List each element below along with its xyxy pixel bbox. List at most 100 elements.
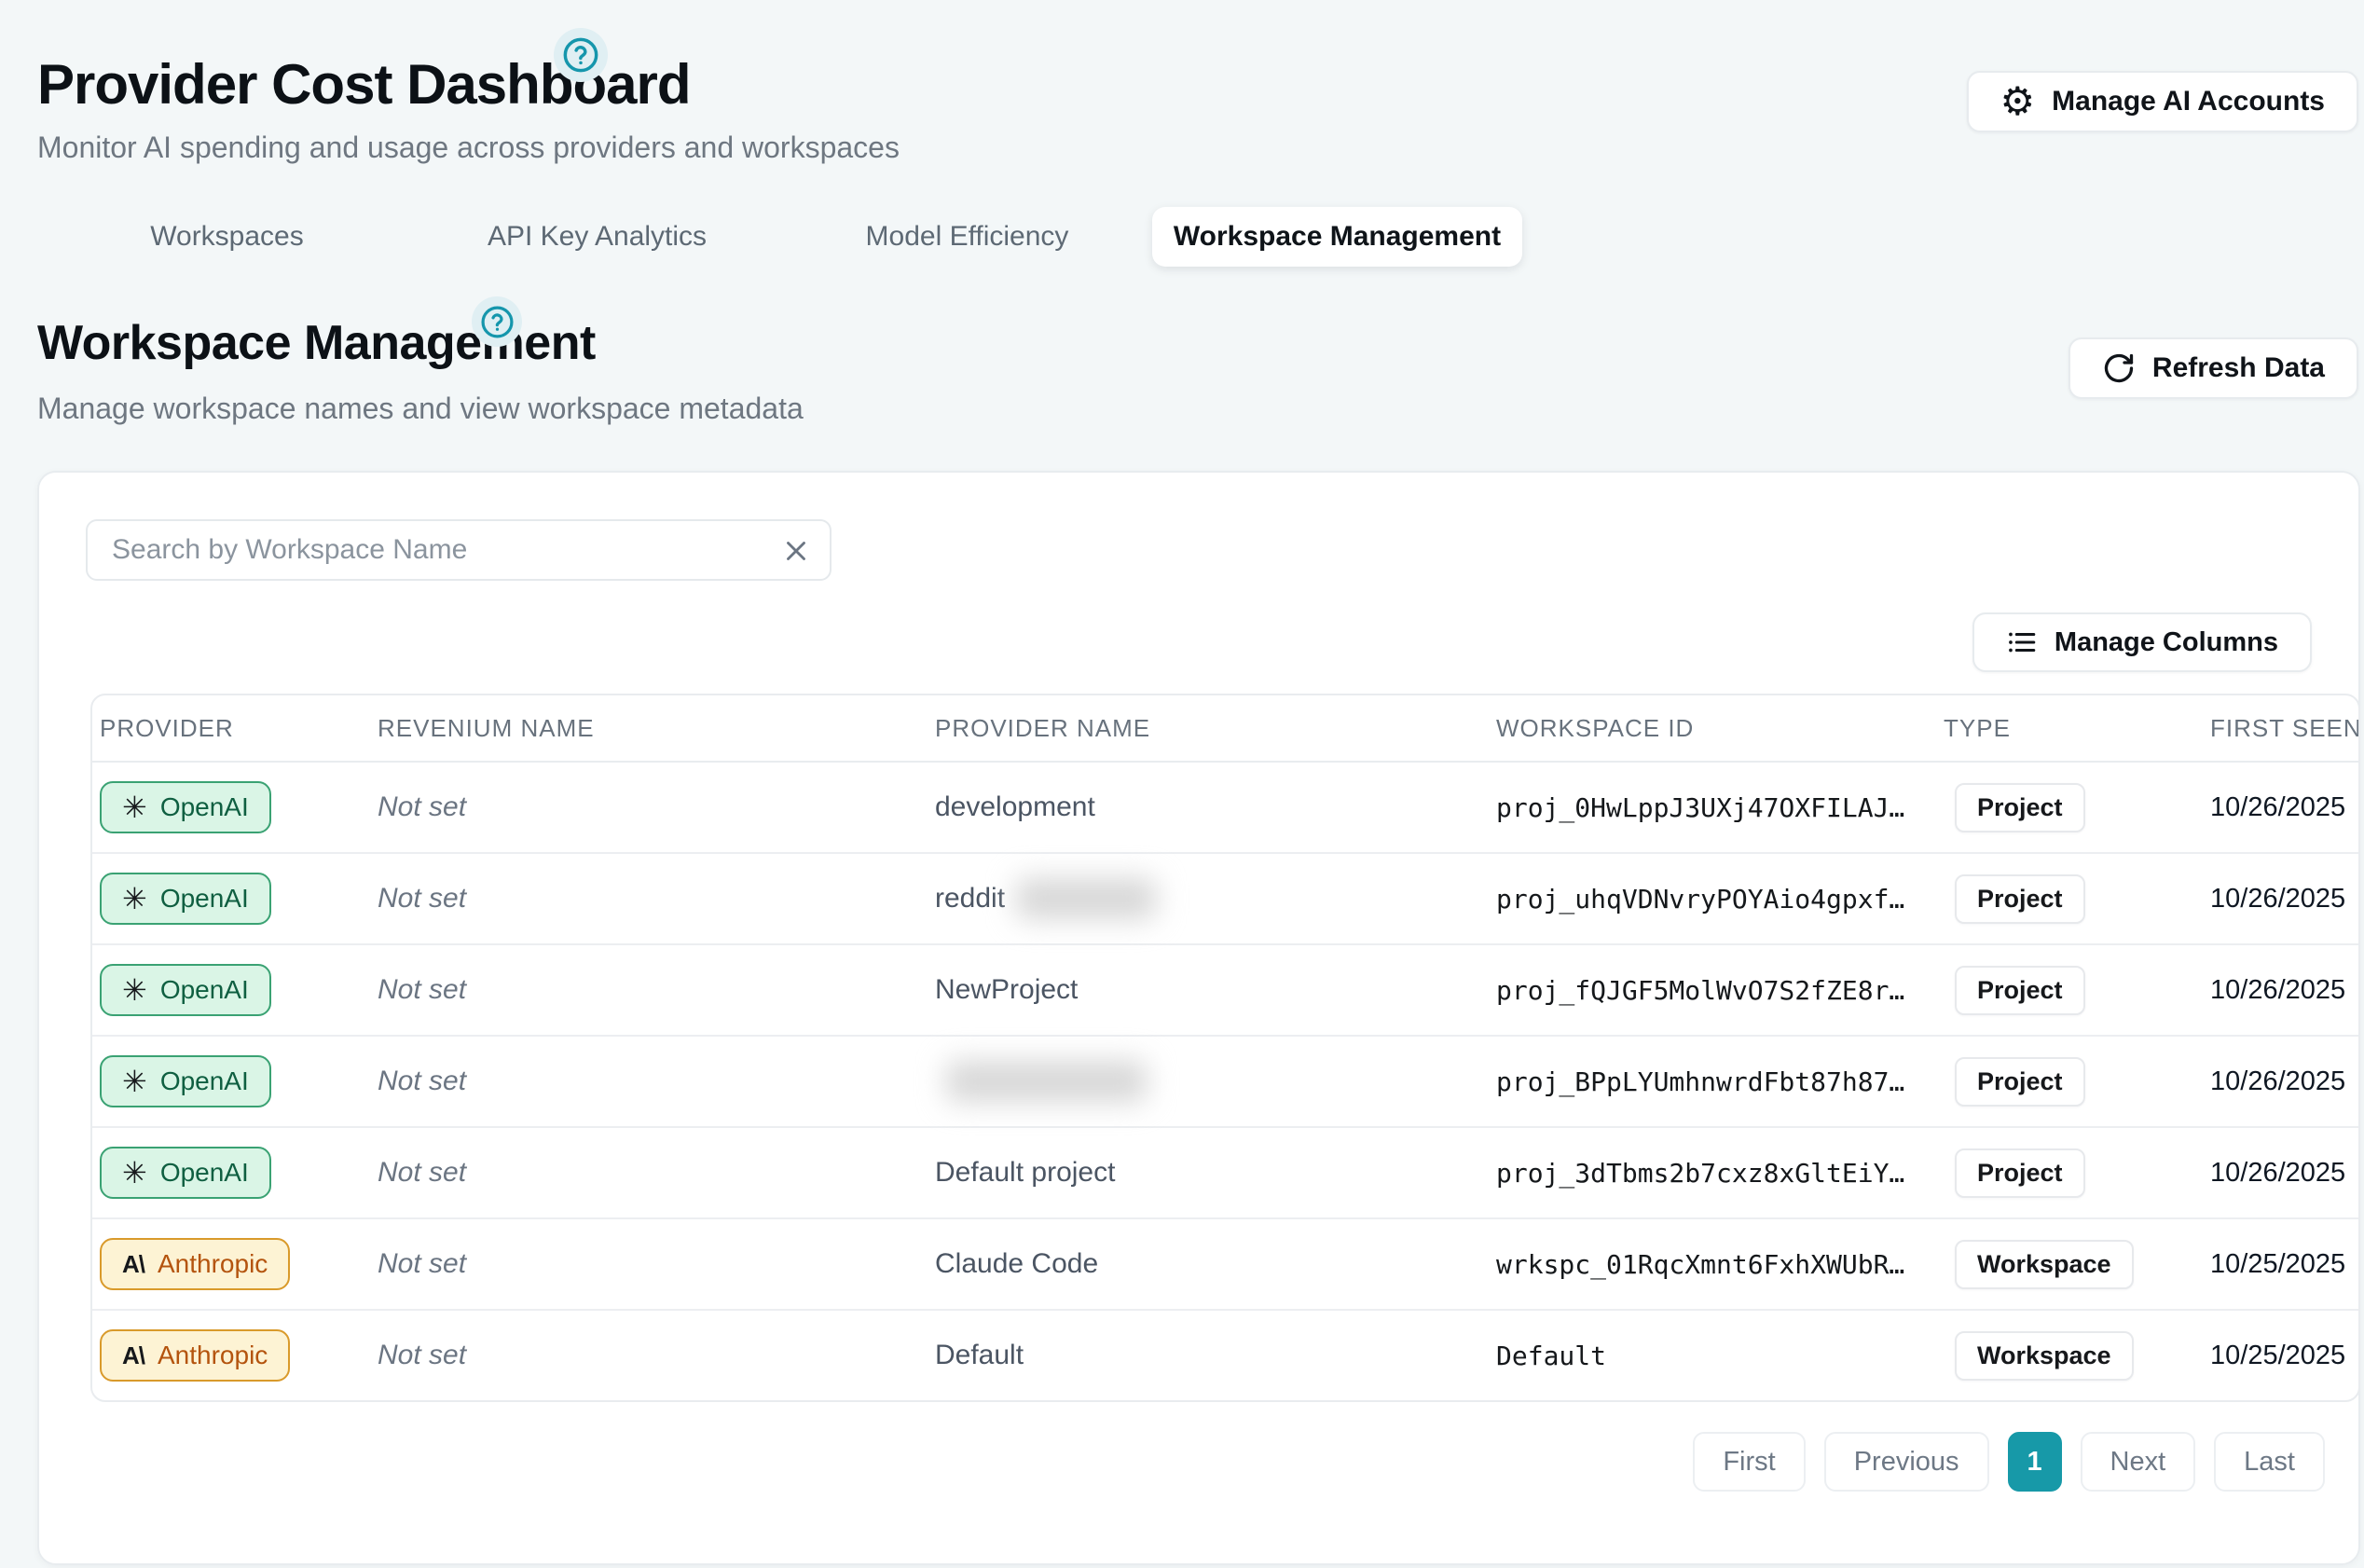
provider-logo-icon: ✳	[122, 973, 147, 1007]
redacted-text-blur	[1016, 878, 1157, 919]
refresh-icon	[2104, 353, 2134, 383]
provider-badge-label: Anthropic	[158, 1249, 268, 1278]
workspace-id-cell: proj_fQJGF5MolWvO7S2fZE8r…	[1496, 974, 1905, 1006]
revenium-name-cell: Not set	[378, 1340, 467, 1370]
revenium-name-cell: Not set	[378, 1157, 467, 1188]
section-help-icon[interactable]	[472, 296, 522, 347]
question-circle-icon	[563, 37, 598, 73]
first-seen-cell: 10/26/2025	[2210, 1157, 2346, 1188]
revenium-name-cell: Not set	[378, 883, 467, 914]
gear-icon: ⚙	[2000, 79, 2036, 123]
workspace-id-cell: proj_uhqVDNvryPOYAio4gpxf…	[1496, 883, 1905, 915]
pagination-next-button[interactable]: Next	[2080, 1432, 2196, 1492]
page-subtitle: Monitor AI spending and usage across pro…	[37, 131, 900, 164]
revenium-name-cell: Not set	[378, 1248, 467, 1279]
table-row[interactable]: ✳ OpenAI Not set NewProject proj_fQJGF5M…	[92, 945, 2358, 1037]
workspace-id-cell: proj_BPpLYUmhnwrdFbt87h87…	[1496, 1066, 1905, 1097]
provider-badge: ✳ OpenAI	[100, 873, 271, 925]
provider-name-text: NewProject	[935, 974, 1079, 1005]
manage-ai-accounts-button[interactable]: ⚙ Manage AI Accounts	[1966, 71, 2358, 132]
provider-name-cell	[928, 1061, 1489, 1102]
revenium-name-cell: Not set	[378, 791, 467, 822]
header-provider-name[interactable]: PROVIDER NAME	[935, 713, 1151, 742]
refresh-data-button[interactable]: Refresh Data	[2068, 337, 2358, 399]
table-row[interactable]: ✳ OpenAI Not set Default project proj_3d…	[92, 1128, 2358, 1219]
clear-search-button[interactable]	[777, 532, 815, 570]
workspace-id-cell: Default	[1496, 1340, 1607, 1371]
tab-api-key-analytics[interactable]: API Key Analytics	[412, 207, 782, 267]
provider-name-text: Default	[935, 1340, 1024, 1370]
table-row[interactable]: A\ Anthropic Not set Default Default Wor…	[92, 1311, 2358, 1400]
table-row[interactable]: A\ Anthropic Not set Claude Code wrkspc_…	[92, 1219, 2358, 1311]
first-seen-cell: 10/25/2025	[2210, 1340, 2346, 1370]
provider-badge-label: OpenAI	[159, 975, 249, 1004]
type-badge: Project	[1955, 965, 2085, 1015]
tab-workspace-management[interactable]: Workspace Management	[1152, 207, 1522, 267]
pagination-last-button[interactable]: Last	[2214, 1432, 2325, 1492]
provider-logo-icon: A\	[122, 1341, 145, 1369]
search-field-wrapper	[86, 519, 832, 581]
section-subtitle: Manage workspace names and view workspac…	[37, 392, 804, 425]
table-row[interactable]: ✳ OpenAI Not set development proj_0HwLpp…	[92, 763, 2358, 854]
workspace-id-cell: proj_3dTbms2b7cxz8xGltEiY…	[1496, 1157, 1905, 1189]
manage-columns-button[interactable]: Manage Columns	[1972, 612, 2312, 672]
provider-badge-label: Anthropic	[158, 1341, 268, 1369]
first-seen-cell: 10/26/2025	[2210, 974, 2346, 1005]
provider-badge-label: OpenAI	[159, 792, 249, 821]
revenium-name-cell: Not set	[378, 974, 467, 1005]
close-icon	[787, 542, 805, 560]
tab-workspaces[interactable]: Workspaces	[42, 207, 412, 267]
provider-badge-label: OpenAI	[159, 884, 249, 913]
provider-cell: ✳ OpenAI	[92, 1055, 370, 1107]
provider-name-text: development	[935, 791, 1095, 822]
type-badge: Workspace	[1955, 1330, 2134, 1381]
first-seen-cell: 10/25/2025	[2210, 1248, 2346, 1279]
workspace-id-cell: wrkspc_01RqcXmnt6FxhXWUbR…	[1496, 1248, 1905, 1280]
search-input[interactable]	[86, 519, 832, 581]
first-seen-cell: 10/26/2025	[2210, 1066, 2346, 1096]
revenium-name-cell: Not set	[378, 1066, 467, 1096]
tab-model-efficiency[interactable]: Model Efficiency	[782, 207, 1152, 267]
pagination-current-page[interactable]: 1	[2007, 1432, 2062, 1492]
type-badge: Project	[1955, 1056, 2085, 1107]
workspaces-table: PROVIDER REVENIUM NAME PROVIDER NAME WOR…	[90, 694, 2360, 1402]
provider-cell: A\ Anthropic	[92, 1238, 370, 1290]
provider-cell: ✳ OpenAI	[92, 964, 370, 1016]
provider-name-cell: Claude Code	[928, 1248, 1489, 1280]
type-cell: Workspace	[1936, 1239, 2203, 1289]
pagination-previous-button[interactable]: Previous	[1823, 1432, 1989, 1492]
dashboard-help-icon[interactable]	[554, 28, 608, 82]
header-provider[interactable]: PROVIDER	[100, 713, 234, 742]
provider-badge: A\ Anthropic	[100, 1329, 291, 1382]
provider-name-cell: Default	[928, 1340, 1489, 1371]
pagination-first-button[interactable]: First	[1693, 1432, 1806, 1492]
header-workspace-id[interactable]: WORKSPACE ID	[1496, 713, 1695, 742]
type-badge: Project	[1955, 873, 2085, 924]
header-type[interactable]: TYPE	[1944, 713, 2011, 742]
table-row[interactable]: ✳ OpenAI Not set proj_BPpLYUmhnwrdFbt87h…	[92, 1037, 2358, 1128]
provider-name-cell: Default project	[928, 1157, 1489, 1189]
pagination: First Previous 1 Next Last	[1693, 1432, 2325, 1492]
header-revenium-name[interactable]: REVENIUM NAME	[378, 713, 595, 742]
provider-logo-icon: ✳	[122, 1156, 147, 1190]
provider-name-text: reddit	[935, 883, 1006, 914]
provider-badge-label: OpenAI	[159, 1066, 249, 1095]
type-badge: Workspace	[1955, 1239, 2134, 1289]
provider-badge-label: OpenAI	[159, 1158, 249, 1187]
manage-ai-accounts-label: Manage AI Accounts	[2052, 86, 2325, 117]
type-badge: Project	[1955, 1148, 2085, 1198]
provider-name-text: Claude Code	[935, 1248, 1099, 1279]
type-badge: Project	[1955, 782, 2085, 832]
provider-badge: ✳ OpenAI	[100, 1055, 271, 1107]
type-cell: Project	[1936, 1148, 2203, 1198]
provider-name-cell: NewProject	[928, 974, 1489, 1006]
table-row[interactable]: ✳ OpenAI Not set reddit proj_uhqVDNvryPO…	[92, 854, 2358, 945]
refresh-data-label: Refresh Data	[2151, 352, 2325, 383]
provider-cell: ✳ OpenAI	[92, 873, 370, 925]
header-first-seen[interactable]: FIRST SEEN	[2210, 713, 2360, 742]
type-cell: Project	[1936, 873, 2203, 924]
provider-cell: ✳ OpenAI	[92, 1147, 370, 1199]
provider-cell: A\ Anthropic	[92, 1329, 370, 1382]
provider-name-text: Default project	[935, 1157, 1116, 1188]
